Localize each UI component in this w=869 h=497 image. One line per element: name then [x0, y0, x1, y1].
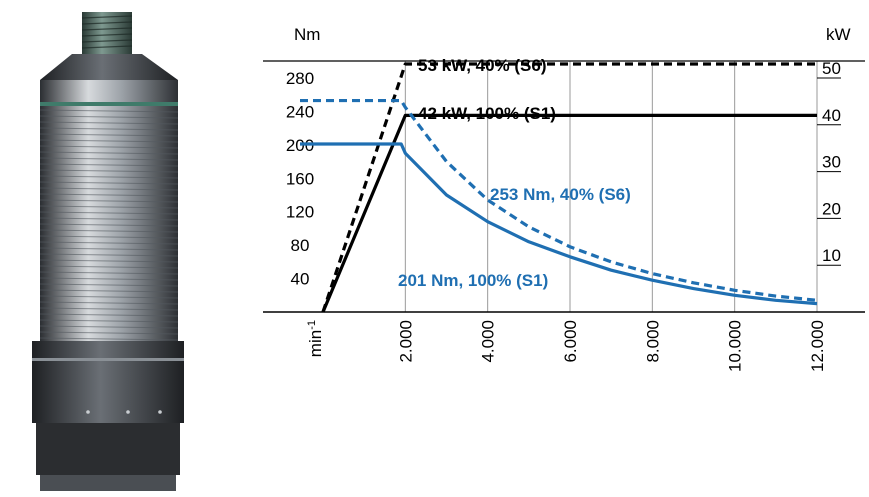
x-tick-label: 8.000: [643, 320, 662, 363]
y-right-tick-label: 10: [822, 246, 841, 265]
spindle-collar: [40, 80, 178, 106]
y-right-tick-label: 40: [822, 106, 841, 125]
series-annotation: 201 Nm, 100% (S1): [398, 271, 548, 290]
y-right-tick-label: 20: [822, 199, 841, 218]
grid: [404, 61, 818, 312]
y-left-tick-label: 160: [286, 169, 314, 188]
y-right-unit: kW: [826, 25, 851, 44]
series-layer: [300, 62, 818, 313]
spindle-housing: [32, 341, 184, 423]
series-line: [300, 98, 818, 302]
y-left-tick-label: 40: [291, 270, 310, 289]
x-tick-label: 12.000: [808, 320, 827, 372]
series-annotation: 42 kW, 100% (S1): [418, 104, 556, 123]
spindle-base: [36, 423, 180, 475]
series-annotation: 53 kW, 40% (S6): [418, 56, 547, 75]
series-annotation: 253 Nm, 40% (S6): [490, 185, 631, 204]
series-line: [300, 142, 818, 306]
y-left-tick-label: 80: [291, 236, 310, 255]
y-left-unit: Nm: [294, 25, 320, 44]
labels-layer: 53 kW, 40% (S6) 42 kW, 100% (S1) 253 Nm, 4…: [398, 56, 631, 290]
x-tick-label: 6.000: [561, 320, 580, 363]
x-tick-label: 4.000: [479, 320, 498, 363]
y-right-tick-label: 30: [822, 153, 841, 172]
y-left-tick-label: 120: [286, 203, 314, 222]
series-line: [321, 113, 817, 313]
x-tick-label: 10.000: [726, 320, 745, 372]
y-left-tick-label: 240: [286, 102, 314, 121]
x-tick-label: 2.000: [396, 320, 415, 363]
spindle-cone: [40, 54, 178, 80]
x-unit-label: min-1: [306, 320, 325, 357]
series-line: [321, 62, 817, 313]
y-right-tick-label: 50: [822, 59, 841, 78]
y-left-tick-label: 280: [286, 69, 314, 88]
